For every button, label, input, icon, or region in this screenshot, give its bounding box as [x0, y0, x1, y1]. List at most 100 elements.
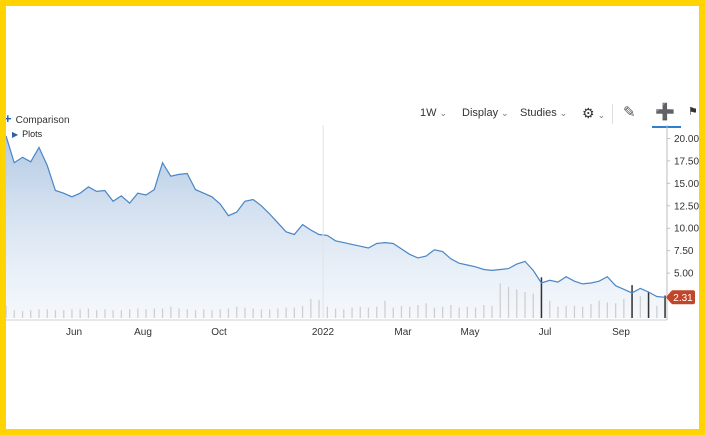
volume-bar — [137, 308, 139, 318]
volume-bar — [13, 310, 15, 318]
volume-bar — [178, 308, 180, 318]
chevron-down-icon: ⌄ — [559, 108, 568, 118]
volume-bar-highlight — [647, 292, 650, 318]
volume-bar — [466, 306, 468, 318]
volume-bar — [211, 310, 213, 318]
volume-bar — [194, 310, 197, 318]
volume-bar — [30, 310, 32, 318]
chart-panel: + Comparison 1W ⌄ Display ⌄ Studies ⌄ ⚙ ⌄ ✎ ➕… — [6, 6, 699, 429]
volume-bar — [293, 307, 295, 318]
volume-bar — [524, 292, 526, 318]
flag-icon: ⚑ — [688, 106, 698, 118]
display-dropdown[interactable]: Display ⌄ — [462, 107, 509, 119]
volume-bar — [244, 307, 246, 318]
x-tick-label: May — [461, 327, 480, 338]
volume-bar — [656, 305, 658, 318]
volume-bar — [458, 307, 460, 318]
y-tick-label: 12.50 — [674, 201, 699, 212]
last-price-label: 2.31 — [673, 293, 693, 304]
volume-bar — [639, 296, 641, 318]
volume-bar — [227, 308, 230, 318]
volume-bar — [573, 305, 576, 318]
volume-bar — [483, 305, 485, 318]
volume-bar — [46, 309, 48, 318]
volume-bar — [491, 305, 493, 318]
volume-bar — [334, 308, 337, 318]
plots-label: Plots — [22, 129, 43, 139]
volume-bar — [417, 305, 419, 318]
x-tick-label: Jul — [539, 327, 552, 338]
volume-bar — [236, 306, 238, 318]
volume-bar — [120, 310, 122, 318]
draw-button[interactable]: ✎ — [623, 103, 636, 121]
x-tick-label: 2022 — [312, 327, 335, 338]
volume-bar — [285, 307, 287, 318]
volume-bar — [104, 309, 106, 318]
chevron-down-icon: ⌄ — [439, 108, 448, 118]
volume-bar — [38, 309, 40, 318]
volume-bar — [359, 306, 361, 318]
last-price-badge — [671, 290, 695, 305]
y-tick-label: 5.00 — [674, 269, 694, 280]
gear-icon: ⚙ — [582, 105, 595, 121]
x-tick-label: Jun — [66, 327, 82, 338]
settings-dropdown[interactable]: ⚙ ⌄ — [582, 105, 605, 122]
volume-bar — [582, 306, 584, 318]
volume-bar — [590, 304, 592, 318]
volume-bar — [161, 308, 164, 318]
volume-bar — [252, 308, 254, 318]
volume-bar — [63, 310, 65, 318]
y-tick-label: 10.00 — [674, 224, 699, 235]
volume-bar — [606, 302, 608, 318]
volume-bar — [442, 306, 444, 318]
volume-bar — [153, 308, 155, 318]
volume-bar — [79, 309, 81, 318]
toolbar-divider — [612, 104, 613, 124]
volume-bar — [557, 306, 559, 318]
volume-bar — [474, 307, 477, 318]
volume-bar — [343, 309, 345, 318]
volume-bar — [96, 310, 98, 318]
volume-bar — [21, 311, 24, 318]
chevron-down-icon: ⌄ — [597, 110, 606, 120]
volume-bar — [54, 310, 57, 318]
volume-bar — [326, 306, 328, 318]
x-tick-label: Mar — [394, 327, 412, 338]
volume-bar-highlight — [631, 285, 633, 318]
events-button[interactable]: ⚑ — [688, 105, 698, 118]
y-tick-label: 15.00 — [674, 179, 699, 190]
volume-bar-highlight — [664, 295, 666, 318]
crosshair-button[interactable]: ➕ — [655, 102, 675, 122]
x-tick-label: Sep — [612, 327, 630, 338]
last-price-pointer — [666, 291, 671, 304]
volume-bar — [499, 283, 501, 318]
volume-bar — [409, 306, 411, 318]
volume-bar — [186, 309, 188, 318]
volume-bar — [129, 309, 131, 318]
volume-bar — [367, 307, 370, 318]
interval-dropdown[interactable]: 1W ⌄ — [420, 107, 447, 119]
volume-bar — [516, 289, 518, 318]
studies-dropdown[interactable]: Studies ⌄ — [520, 107, 567, 119]
y-tick-label: 7.50 — [674, 246, 694, 257]
volume-bar — [565, 305, 567, 318]
comparison-label: Comparison — [15, 115, 70, 126]
volume-bar — [71, 309, 73, 318]
comparison-button[interactable]: + Comparison — [6, 111, 70, 126]
price-chart[interactable]: Jun Aug Oct 2022 Mar May Jul Sep 20.00 17.50 15.0… — [6, 6, 699, 429]
volume-bar — [145, 309, 147, 318]
volume-bar — [277, 308, 279, 318]
volume-bar — [351, 307, 353, 318]
volume-bar — [392, 307, 394, 318]
volume-bar — [269, 309, 271, 318]
volume-bar — [318, 299, 320, 318]
price-line — [6, 135, 666, 298]
display-label: Display — [462, 107, 499, 119]
plots-toggle[interactable]: ▶ Plots — [12, 129, 42, 139]
volume-bar — [376, 306, 378, 318]
volume-bar — [260, 309, 263, 318]
volume-bar — [203, 309, 205, 318]
volume-bar — [549, 300, 551, 318]
studies-label: Studies — [520, 107, 557, 119]
volume-bar — [450, 305, 452, 318]
